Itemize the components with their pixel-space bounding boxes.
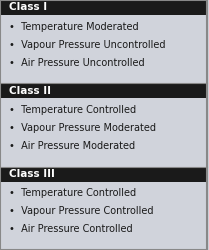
Bar [0, 83, 207, 98]
Text: Class I: Class I [9, 2, 47, 12]
Text: Class II: Class II [9, 86, 51, 96]
Bar [0, 167, 207, 182]
Bar [0, 98, 207, 167]
Text: •  Vapour Pressure Moderated: • Vapour Pressure Moderated [9, 123, 156, 133]
Bar [0, 182, 207, 250]
Text: •  Vapour Pressure Controlled: • Vapour Pressure Controlled [9, 206, 154, 216]
Text: •  Temperature Controlled: • Temperature Controlled [9, 105, 136, 115]
Text: •  Temperature Controlled: • Temperature Controlled [9, 188, 136, 198]
Text: •  Air Pressure Moderated: • Air Pressure Moderated [9, 141, 135, 151]
Bar [0, 15, 207, 83]
Text: •  Air Pressure Uncontrolled: • Air Pressure Uncontrolled [9, 58, 145, 68]
Text: •  Air Pressure Controlled: • Air Pressure Controlled [9, 224, 133, 234]
Text: •  Temperature Moderated: • Temperature Moderated [9, 22, 139, 32]
Text: •  Vapour Pressure Uncontrolled: • Vapour Pressure Uncontrolled [9, 40, 166, 50]
Text: Class III: Class III [9, 169, 55, 179]
Bar [0, 0, 207, 15]
